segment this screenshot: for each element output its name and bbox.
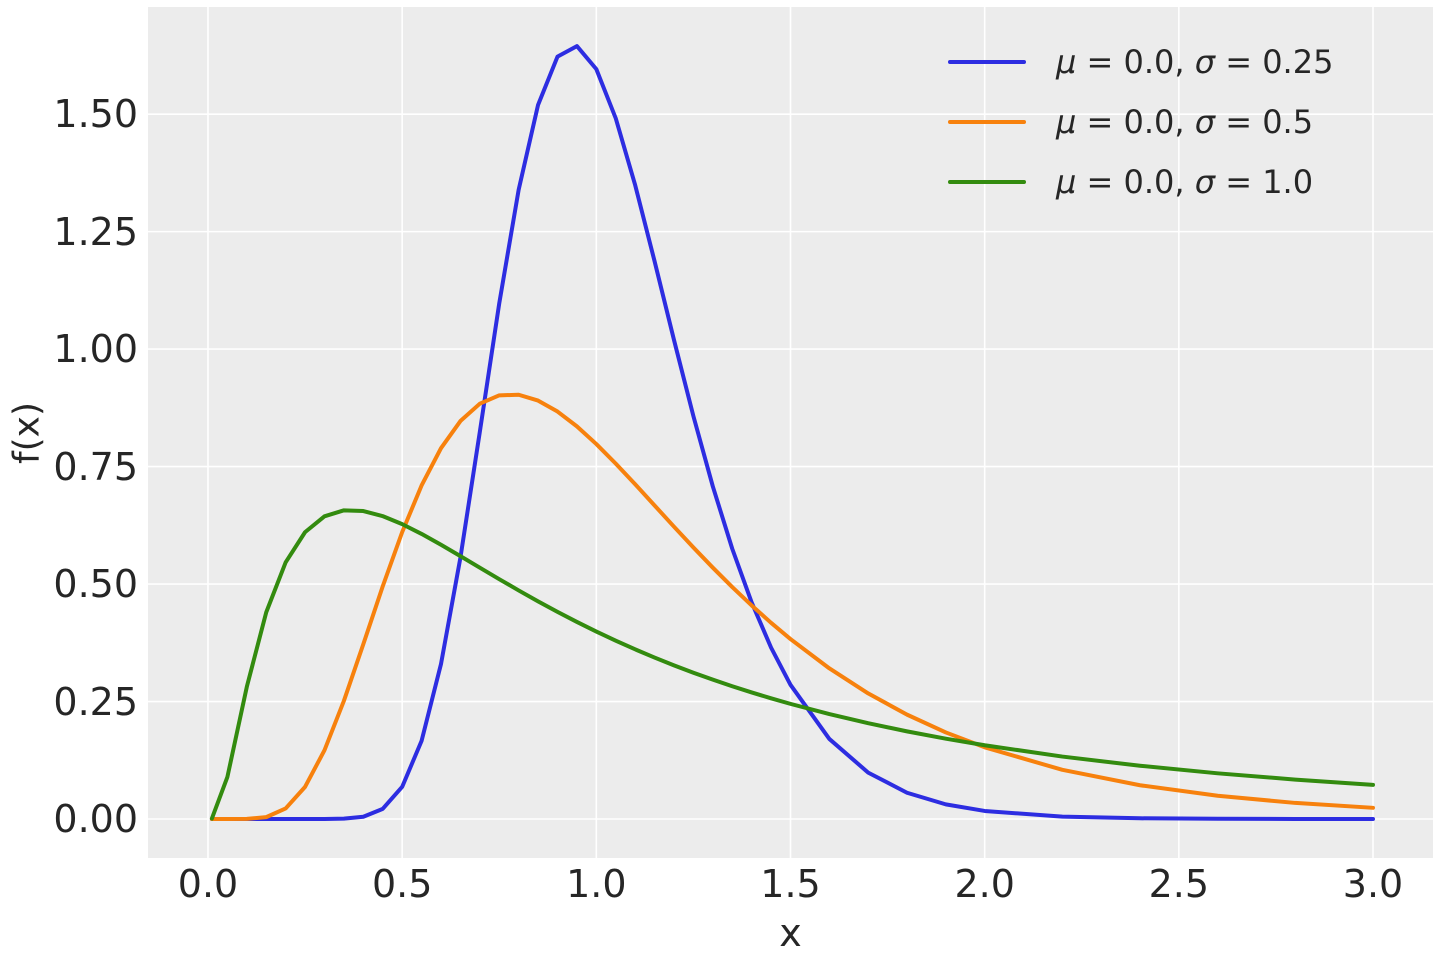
y-tick-label: 0.00 — [53, 796, 138, 841]
legend-label: μ = 0.0, σ = 0.25 — [1056, 43, 1334, 81]
y-tick-label: 1.00 — [53, 327, 138, 372]
x-axis-label: x — [779, 911, 802, 955]
plot-area: μ = 0.0, σ = 0.25 μ = 0.0, σ = 0.5 μ = 0.0… — [148, 7, 1433, 858]
legend-label: μ = 0.0, σ = 1.0 — [1056, 163, 1314, 201]
legend-line-swatch — [948, 60, 1026, 64]
curve-sigma-0.5 — [209, 392, 1375, 821]
x-tick-label: 1.5 — [760, 862, 821, 906]
x-tick-label: 1.0 — [566, 862, 627, 906]
x-tick-label: 2.5 — [1148, 862, 1210, 906]
y-tick-label: 1.50 — [53, 92, 138, 137]
x-tick-label: 0.0 — [177, 862, 239, 906]
legend: μ = 0.0, σ = 0.25 μ = 0.0, σ = 0.5 μ = 0.0… — [948, 32, 1333, 212]
y-axis-label: f(x) — [6, 401, 48, 465]
curve-sigma-1 — [209, 508, 1375, 821]
x-tick-label: 2.0 — [954, 862, 1015, 906]
y-tick-label: 0.75 — [53, 444, 138, 489]
chart-canvas — [148, 7, 1433, 858]
x-tick-label: 3.0 — [1342, 862, 1404, 906]
y-tick-label: 0.25 — [53, 679, 138, 724]
legend-item: μ = 0.0, σ = 0.25 — [948, 32, 1333, 92]
y-tick-label: 0.50 — [53, 562, 138, 607]
gridlines — [148, 7, 1433, 858]
y-tick-label: 1.25 — [53, 209, 138, 254]
legend-item: μ = 0.0, σ = 1.0 — [948, 152, 1333, 212]
legend-label: μ = 0.0, σ = 0.5 — [1056, 103, 1314, 141]
legend-item: μ = 0.0, σ = 0.5 — [948, 92, 1333, 152]
curve-sigma-0.25 — [209, 44, 1375, 821]
legend-line-swatch — [948, 180, 1026, 184]
curves — [209, 44, 1375, 821]
x-tick-label: 0.5 — [371, 862, 433, 906]
legend-line-swatch — [948, 120, 1026, 124]
